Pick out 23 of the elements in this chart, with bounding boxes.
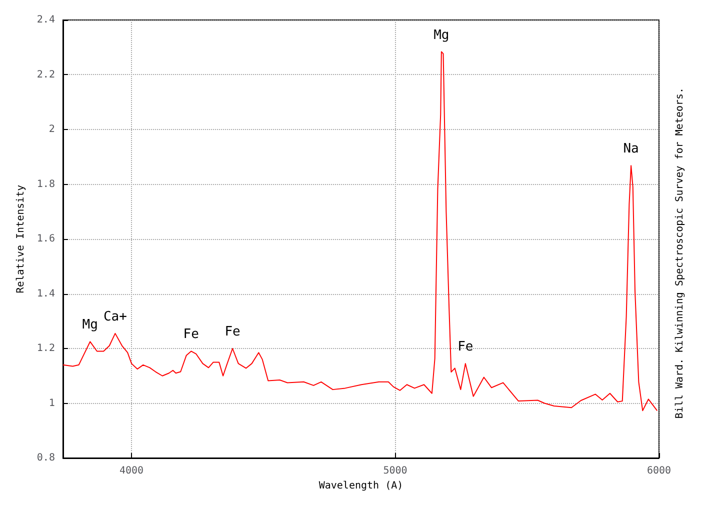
annotation: Mg: [82, 318, 98, 333]
y-tick-label: 1.2: [36, 343, 55, 354]
y-tick-label: 1: [48, 398, 55, 409]
annotation: Ca+: [103, 309, 128, 324]
y-tick-label: 1.6: [36, 234, 55, 244]
text: Bill Ward. Kilwinning Spectroscopic Survey for Meteors.: [674, 87, 686, 419]
x-axis-title: Wavelength (A): [318, 480, 404, 492]
y-tick-label: 2.2: [36, 69, 55, 80]
y-tick-label: 0.8: [36, 452, 55, 464]
x-tick-label: 5000: [383, 466, 408, 476]
annotation: Na: [623, 142, 639, 157]
y-tick-label: 2.4: [36, 14, 55, 26]
annotation: Fe: [458, 340, 474, 355]
x-tick-label: 4000: [119, 466, 144, 476]
y-tick-label: 2: [48, 124, 55, 135]
y-tick-label: 1.4: [36, 288, 55, 300]
y-tick-label: 1.8: [36, 178, 55, 190]
annotation: Mg: [434, 28, 450, 43]
annotation: Fe: [224, 324, 241, 340]
line-series: [62, 51, 658, 412]
x-tick-label: 6000: [646, 466, 672, 476]
annotation: Fe: [183, 327, 200, 342]
y-axis-title: Relative Intensity: [16, 184, 26, 294]
